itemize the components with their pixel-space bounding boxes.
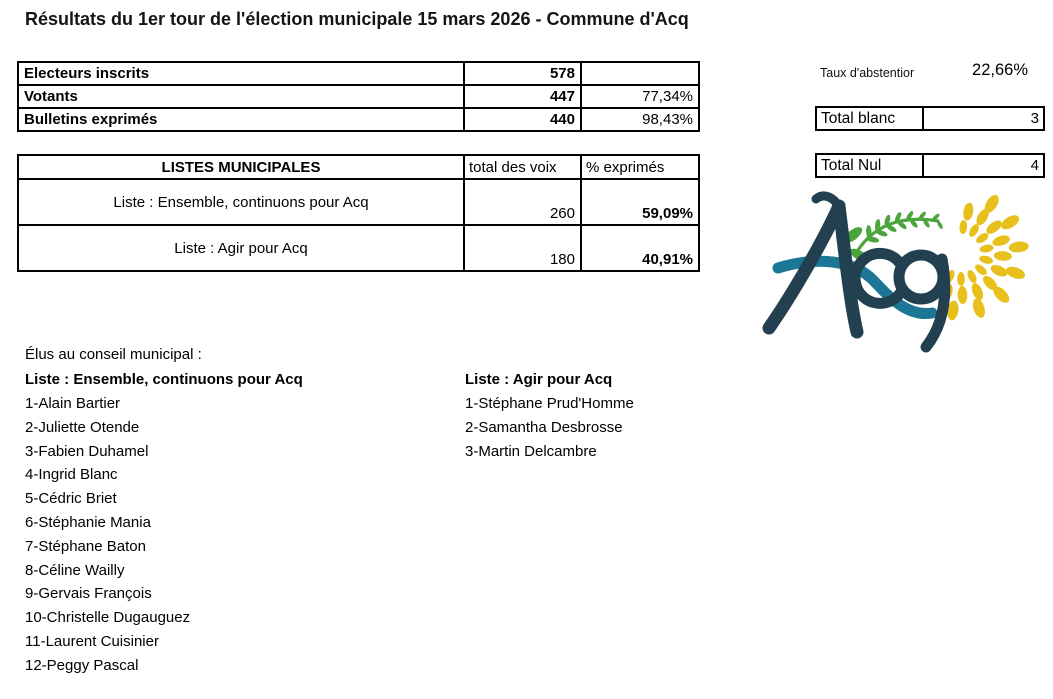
elected-member: 1-Alain Bartier — [25, 395, 121, 412]
elected-member: 7-Stéphane Baton — [25, 537, 146, 555]
elected-member: 3-Martin Delcambre — [465, 442, 597, 460]
total-blanc-value: 3 — [922, 106, 1045, 131]
elected-member: 8-Céline Wailly — [25, 561, 125, 579]
results-row-percent: 59,09% — [580, 178, 700, 226]
abstention-label: Taux d'abstentior — [820, 66, 915, 80]
summary-table: Electeurs inscrits 578 Votants 447 77,34… — [17, 61, 700, 132]
table-row: Total Nul 4 — [815, 153, 1045, 178]
results-row-votes: 180 — [463, 224, 582, 272]
summary-row-label: Bulletins exprimés — [17, 107, 465, 132]
total-blanc-table: Total blanc 3 — [815, 106, 1045, 131]
acq-commune-logo-icon — [762, 191, 1029, 353]
results-row-list-name: Liste : Ensemble, continuons pour Acq — [17, 178, 465, 226]
logo-letters-acq — [762, 191, 951, 353]
table-row: Total blanc 3 — [815, 106, 1045, 131]
elected-column-agir: Liste : Agir pour Acq 1-Stéphane Prud'Ho… — [465, 368, 634, 463]
elected-member: 6-Stéphanie Mania — [25, 513, 151, 531]
summary-row-label: Votants — [17, 84, 465, 109]
results-row-votes: 260 — [463, 178, 582, 226]
summary-row-percent: 77,34% — [580, 84, 700, 109]
elected-member: 2-Juliette Otende — [25, 418, 140, 436]
results-row-list-name: Liste : Agir pour Acq — [17, 224, 465, 272]
table-row: Votants 447 77,34% — [17, 84, 700, 109]
table-row: Liste : Agir pour Acq 180 40,91% — [17, 224, 700, 272]
summary-row-value: 447 — [463, 84, 582, 109]
total-nul-value: 4 — [922, 153, 1045, 178]
elected-heading: Élus au conseil municipal : — [25, 346, 202, 363]
total-nul-label: Total Nul — [815, 153, 924, 178]
table-row: Liste : Ensemble, continuons pour Acq 26… — [17, 178, 700, 226]
elected-member: 1-Stéphane Prud'Homme — [465, 395, 634, 412]
logo-yellow-burst — [941, 194, 1029, 321]
page-title: Résultats du 1er tour de l'élection muni… — [25, 9, 689, 29]
results-table: LISTES MUNICIPALES total des voix % expr… — [17, 154, 700, 272]
total-nul-table: Total Nul 4 — [815, 153, 1045, 178]
table-header-row: LISTES MUNICIPALES total des voix % expr… — [17, 154, 700, 180]
results-header-votes: total des voix — [463, 154, 582, 180]
elected-list-title: Liste : Ensemble, continuons pour Acq — [25, 371, 303, 388]
elected-member: 11-Laurent Cuisinier — [25, 632, 159, 650]
summary-row-label: Electeurs inscrits — [17, 61, 465, 86]
elected-list-title: Liste : Agir pour Acq — [465, 371, 613, 388]
elected-member: 9-Gervais François — [25, 585, 152, 603]
summary-row-percent — [580, 61, 700, 86]
logo-green-frond — [843, 211, 943, 262]
table-row: Electeurs inscrits 578 — [17, 61, 700, 86]
summary-row-value: 578 — [463, 61, 582, 86]
results-header-percent: % exprimés — [580, 154, 700, 180]
elected-member: 10-Christelle Dugauguez — [25, 609, 191, 627]
elected-member: 4-Ingrid Blanc — [25, 466, 118, 484]
elected-member: 12-Peggy Pascal — [25, 656, 139, 674]
summary-row-value: 440 — [463, 107, 582, 132]
elected-column-ensemble: Liste : Ensemble, continuons pour Acq 1-… — [25, 368, 303, 678]
total-blanc-label: Total blanc — [815, 106, 924, 131]
elected-member: 2-Samantha Desbrosse — [465, 418, 623, 436]
elected-member: 3-Fabien Duhamel — [25, 442, 149, 460]
results-row-percent: 40,91% — [580, 224, 700, 272]
results-header-lists: LISTES MUNICIPALES — [17, 154, 465, 180]
logo-frond-leaves — [866, 211, 943, 243]
table-row: Bulletins exprimés 440 98,43% — [17, 107, 700, 132]
elected-member: 5-Cédric Briet — [25, 490, 117, 508]
summary-row-percent: 98,43% — [580, 107, 700, 132]
abstention-value: 22,66% — [972, 61, 1028, 79]
